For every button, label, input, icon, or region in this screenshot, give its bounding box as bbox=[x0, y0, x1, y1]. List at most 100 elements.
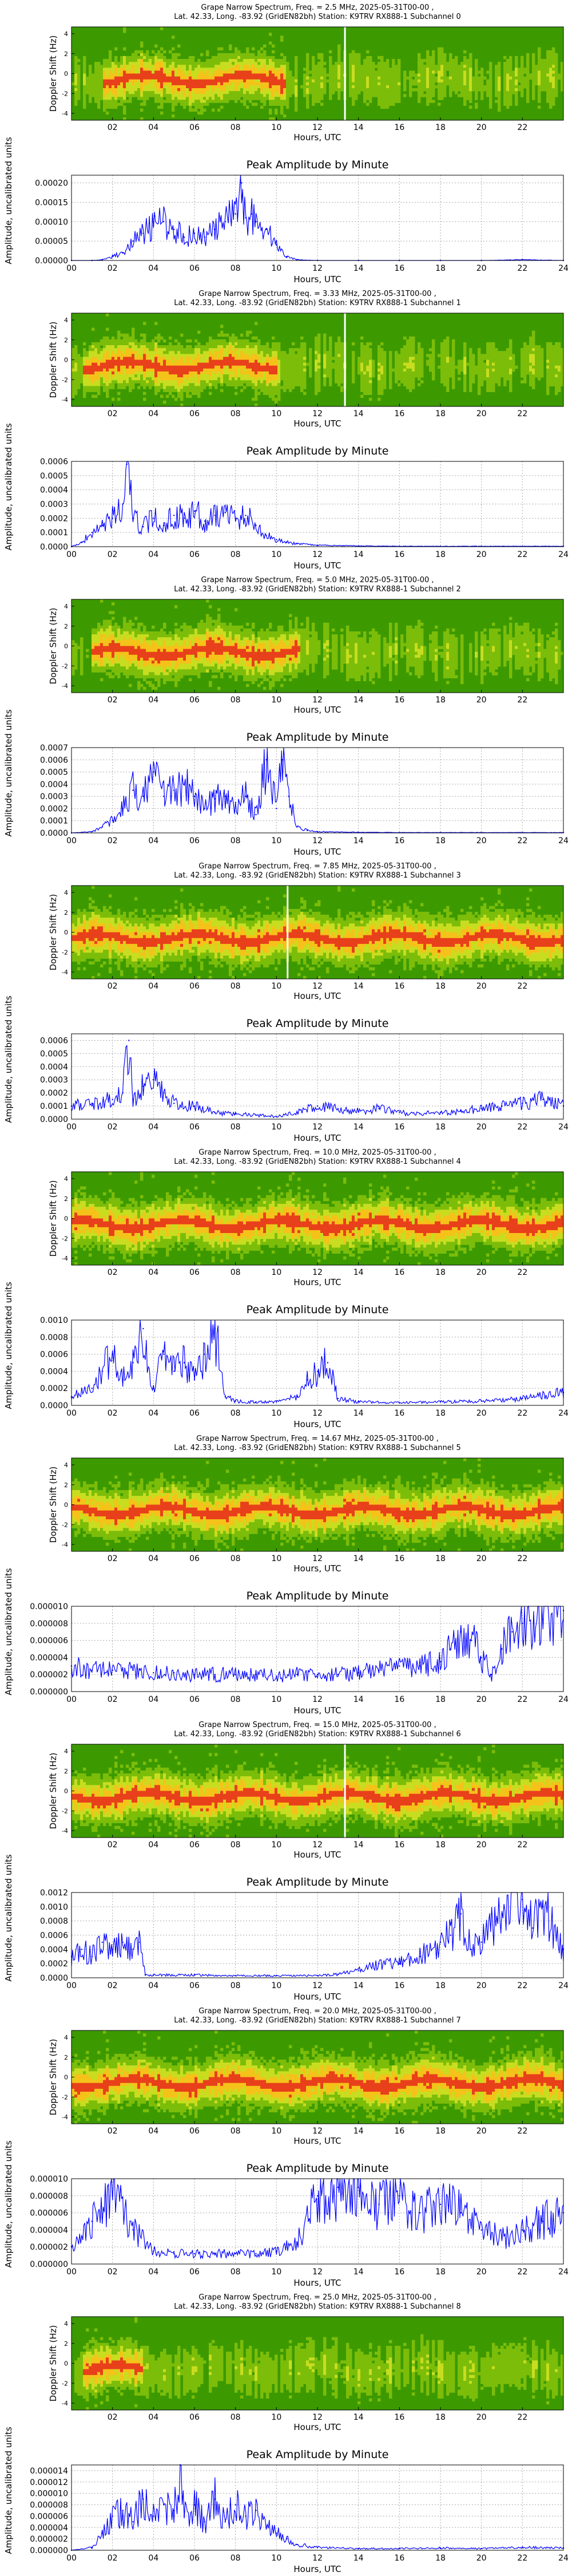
amplitude-data-point bbox=[214, 2498, 216, 2500]
x-tick-label: 08 bbox=[231, 1409, 241, 1418]
amplitude-data-point bbox=[214, 1112, 216, 1113]
amplitude-data-point bbox=[235, 213, 236, 215]
amplitude-data-point bbox=[265, 2527, 267, 2528]
x-tick-label: 16 bbox=[394, 1840, 404, 1850]
x-tick-label: 04 bbox=[148, 2413, 158, 2422]
amplitude-data-point bbox=[357, 1672, 359, 1674]
x-tick-label: 16 bbox=[394, 1123, 404, 1132]
x-tick-label: 02 bbox=[108, 550, 118, 559]
x-tick-label: 18 bbox=[435, 2267, 446, 2277]
amplitude-data-point bbox=[542, 1099, 544, 1100]
amplitude-data-point bbox=[316, 544, 319, 546]
y-tick-label: 0.0000 bbox=[40, 1974, 68, 1983]
y-tick-label: 0.00020 bbox=[35, 179, 68, 188]
x-tick-label: 22 bbox=[517, 982, 527, 991]
amplitude-data-point bbox=[255, 221, 257, 223]
amplitude-data-point bbox=[204, 808, 206, 809]
amplitude-data-point bbox=[542, 1906, 544, 1907]
amplitude-data-point bbox=[132, 1099, 134, 1100]
x-tick-label: 00 bbox=[66, 1981, 77, 1990]
x-tick-label: 12 bbox=[312, 1268, 323, 1277]
x-tick-label: 04 bbox=[148, 1409, 158, 1418]
x-tick-label: 18 bbox=[435, 836, 446, 846]
amplitude-data-point bbox=[522, 1103, 523, 1104]
amplitude-data-point bbox=[281, 759, 284, 761]
amplitude-data-point bbox=[91, 1103, 93, 1104]
panel-figure: Grape Narrow Spectrum, Freq. = 25.0 MHz,… bbox=[3, 2293, 569, 2574]
x-axis-label: Hours, UTC bbox=[293, 1992, 341, 2002]
x-tick-label: 14 bbox=[353, 2127, 364, 2136]
x-tick-label: 08 bbox=[231, 696, 241, 705]
x-tick-label: 24 bbox=[558, 2267, 569, 2277]
x-tick-label: 10 bbox=[271, 1268, 281, 1277]
y-tick-label: 0.0004 bbox=[40, 1062, 68, 1072]
amplitude-data-point bbox=[193, 2253, 196, 2255]
amplitude-data-point bbox=[460, 1913, 462, 1915]
x-tick-label: 16 bbox=[394, 2267, 404, 2277]
x-tick-label: 10 bbox=[271, 2413, 281, 2422]
y-tick-label: 0.00010 bbox=[35, 218, 68, 227]
amplitude-data-point bbox=[327, 1362, 329, 1364]
y-tick-label: 0.0001 bbox=[40, 528, 68, 538]
panel-figure: Grape Narrow Spectrum, Freq. = 2.5 MHz, … bbox=[3, 3, 569, 285]
amplitude-data-point bbox=[173, 228, 175, 230]
y-tick-label: 0.000008 bbox=[30, 2192, 68, 2201]
x-tick-label: 20 bbox=[476, 409, 487, 418]
amplitude-data-point bbox=[255, 1114, 257, 1116]
amplitude-data-point bbox=[112, 2195, 113, 2196]
amplitude-data-point bbox=[276, 1116, 277, 1117]
x-axis-label: Hours, UTC bbox=[293, 2136, 341, 2146]
x-tick-label: 12 bbox=[312, 2554, 323, 2563]
x-tick-label: 06 bbox=[189, 1123, 200, 1132]
x-tick-label: 10 bbox=[271, 123, 281, 132]
panel-figure: Grape Narrow Spectrum, Freq. = 15.0 MHz,… bbox=[3, 1721, 569, 2002]
amplitude-data-point bbox=[101, 1941, 103, 1943]
amplitude-data-point bbox=[265, 534, 267, 536]
y-tick-label: 0.000006 bbox=[30, 1637, 68, 1646]
x-tick-label: 14 bbox=[353, 982, 364, 991]
x-tick-label: 12 bbox=[312, 1981, 323, 1990]
y-tick-label: 0.000004 bbox=[30, 2226, 68, 2235]
amplitude-data-point bbox=[163, 2504, 165, 2506]
amplitude-data-point bbox=[163, 1092, 165, 1094]
x-tick-label: 02 bbox=[108, 2267, 118, 2277]
x-tick-label: 14 bbox=[353, 550, 364, 559]
amplitude-frame bbox=[71, 2178, 564, 2265]
subchannel-panel: Grape Narrow Spectrum, Freq. = 25.0 MHz,… bbox=[0, 2290, 572, 2576]
x-tick-label: 02 bbox=[108, 2554, 118, 2563]
spectrogram-title: Grape Narrow Spectrum, Freq. = 7.85 MHz,… bbox=[198, 862, 436, 871]
amplitude-data-point bbox=[122, 2510, 124, 2511]
x-tick-label: 10 bbox=[271, 1409, 281, 1418]
x-tick-label: 10 bbox=[271, 409, 281, 418]
amplitude-data-point bbox=[214, 228, 216, 230]
y-axis-label: Amplitude, uncalibrated units bbox=[3, 995, 14, 1123]
panel-figure: Grape Narrow Spectrum, Freq. = 3.33 MHz,… bbox=[3, 290, 569, 571]
amplitude-data-point bbox=[357, 1401, 359, 1403]
amplitude-data-point bbox=[132, 517, 134, 519]
x-tick-label: 14 bbox=[353, 1695, 364, 1704]
amplitude-data-point bbox=[276, 539, 277, 540]
x-tick-label: 18 bbox=[435, 1981, 446, 1990]
x-tick-label: 06 bbox=[189, 2413, 200, 2422]
amplitude-data-point bbox=[193, 795, 196, 797]
x-axis-label: Hours, UTC bbox=[293, 2564, 341, 2574]
amplitude-data-point bbox=[132, 240, 134, 242]
amplitude-data-point bbox=[399, 2195, 400, 2196]
amplitude-data-point bbox=[276, 2250, 277, 2252]
x-tick-label: 08 bbox=[231, 409, 241, 418]
amplitude-data-point bbox=[511, 1631, 513, 1633]
x-axis-label: Hours, UTC bbox=[293, 132, 341, 143]
amplitude-data-point bbox=[112, 1353, 113, 1355]
amplitude-data-point bbox=[296, 2543, 298, 2546]
y-tick-label: 0.0001 bbox=[40, 817, 68, 826]
x-tick-label: 14 bbox=[353, 1409, 364, 1418]
y-tick-label: 0.0003 bbox=[40, 500, 68, 509]
y-tick-label: 0.000004 bbox=[30, 1653, 68, 1662]
amplitude-data-point bbox=[122, 1941, 124, 1943]
x-tick-label: 20 bbox=[476, 1268, 487, 1277]
x-tick-label: 10 bbox=[271, 1554, 281, 1563]
amplitude-data-point bbox=[439, 1661, 442, 1663]
x-tick-label: 16 bbox=[394, 1695, 404, 1704]
x-tick-label: 14 bbox=[353, 123, 364, 132]
